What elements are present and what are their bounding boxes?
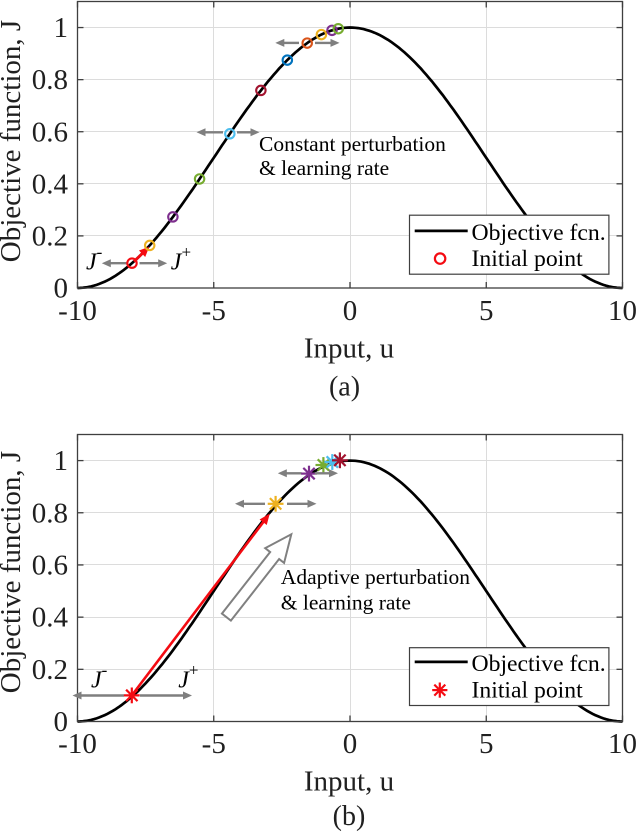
svg-text:0.8: 0.8 bbox=[32, 64, 68, 96]
svg-text:-5: -5 bbox=[202, 728, 226, 760]
svg-text:Objective function, J: Objective function, J bbox=[0, 20, 27, 262]
svg-text:5: 5 bbox=[479, 728, 494, 760]
svg-text:0.4: 0.4 bbox=[32, 602, 69, 634]
svg-text:Input, u: Input, u bbox=[304, 333, 394, 365]
svg-text:Initial point: Initial point bbox=[472, 678, 584, 704]
svg-text:Constant perturbation: Constant perturbation bbox=[259, 132, 446, 156]
svg-text:Objective fcn.: Objective fcn. bbox=[472, 651, 606, 677]
svg-text:0.2: 0.2 bbox=[32, 221, 68, 253]
svg-text:0: 0 bbox=[54, 273, 69, 305]
svg-text:10: 10 bbox=[608, 295, 636, 327]
svg-text:Initial point: Initial point bbox=[472, 246, 584, 272]
svg-text:(b): (b) bbox=[333, 801, 366, 832]
svg-text:0.8: 0.8 bbox=[32, 497, 68, 529]
svg-text:(a): (a) bbox=[329, 372, 360, 403]
svg-text:5: 5 bbox=[479, 295, 494, 327]
svg-text:0: 0 bbox=[343, 295, 358, 327]
svg-text:-10: -10 bbox=[58, 728, 97, 760]
svg-text:-5: -5 bbox=[202, 295, 226, 327]
svg-text:0.6: 0.6 bbox=[32, 116, 68, 148]
svg-text:Objective function, J: Objective function, J bbox=[0, 451, 27, 693]
svg-text:0: 0 bbox=[54, 706, 69, 738]
svg-text:Objective fcn.: Objective fcn. bbox=[472, 220, 606, 246]
svg-text:0: 0 bbox=[343, 728, 358, 760]
svg-text:& learning rate: & learning rate bbox=[259, 156, 389, 180]
svg-text:0.2: 0.2 bbox=[32, 654, 68, 686]
svg-text:Input, u: Input, u bbox=[304, 766, 394, 798]
svg-text:0.4: 0.4 bbox=[32, 168, 69, 200]
svg-text:0.6: 0.6 bbox=[32, 550, 68, 582]
svg-text:Adaptive perturbation: Adaptive perturbation bbox=[281, 565, 471, 589]
svg-text:-10: -10 bbox=[58, 295, 97, 327]
svg-text:10: 10 bbox=[608, 728, 636, 760]
svg-text:& learning rate: & learning rate bbox=[281, 591, 411, 615]
svg-text:1: 1 bbox=[54, 445, 69, 477]
svg-text:1: 1 bbox=[54, 12, 69, 44]
